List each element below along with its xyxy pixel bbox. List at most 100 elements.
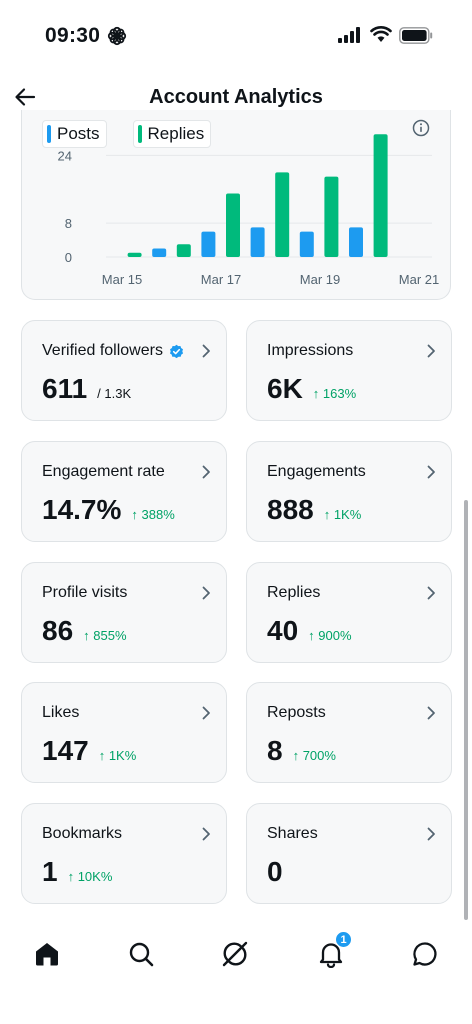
stat-card-label: Replies [267,584,321,601]
stat-card-total: / 1.3K [97,386,132,401]
status-time: 09:30 [45,24,101,47]
stat-card-label: Engagements [267,463,366,480]
back-button[interactable] [10,82,40,112]
search-icon [129,942,154,967]
y-tick-label: 24 [58,148,72,163]
app-header: Account Analytics [0,72,472,124]
verified-badge-icon [169,344,184,358]
stat-card-shares[interactable]: Shares 0 [246,803,452,904]
stat-card-value: 147 [42,735,89,766]
stat-card-value-row: 0 [267,856,283,888]
legend-item-posts[interactable]: Posts [42,120,107,148]
cellular-signal-icon [338,27,360,43]
chart-bar-replies [373,134,388,257]
legend-swatch-replies [137,125,142,143]
stat-card-label: Shares [267,825,318,842]
chart-legend: Posts Replies [42,120,212,148]
chevron-right-icon [202,586,210,600]
notification-badge: 1 [335,931,352,948]
stat-card-change: ↑ 1K% [98,748,137,763]
bottom-nav: 1 [0,925,472,985]
chart-bar-replies [176,244,191,257]
legend-label-posts: Posts [57,124,100,143]
stat-card-replies[interactable]: Replies 40 ↑ 900% [246,562,452,663]
stat-card-likes[interactable]: Likes 147 ↑ 1K% [21,682,227,783]
stat-card-reposts[interactable]: Reposts 8 ↑ 700% [246,682,452,783]
stat-card-label: Impressions [267,342,354,359]
stat-card-label: Bookmarks [42,825,123,842]
chevron-right-icon [202,706,210,720]
x-tick-label: Mar 15 [102,272,142,287]
legend-label-replies: Replies [147,124,205,143]
stat-card-engagements[interactable]: Engagements 888 ↑ 1K% [246,441,452,542]
stat-card-label: Reposts [267,704,326,721]
flower-icon [107,26,127,46]
stat-card-impressions[interactable]: Impressions 6K ↑ 163% [246,320,452,421]
stat-card-engagement-rate[interactable]: Engagement rate 14.7% ↑ 388% [21,441,227,542]
legend-swatch-posts [47,125,51,143]
legend-item-replies[interactable]: Replies [132,120,212,148]
stat-card-value-row: 86 ↑ 855% [42,615,127,647]
stat-card-bookmarks[interactable]: Bookmarks 1 ↑ 10K% [21,803,227,904]
stat-card-value-row: 611 / 1.3K [42,373,131,405]
status-bar: 09:30 [0,0,472,70]
chevron-right-icon [427,586,435,600]
chart-bar-replies [275,172,290,257]
info-icon[interactable] [412,119,430,137]
stat-card-value: 6K [267,373,303,404]
stat-card-label: Verified followers [42,342,184,360]
stat-card-label: Engagement rate [42,463,165,480]
battery-icon [399,27,433,44]
stat-card-value: 40 [267,615,299,646]
chevron-right-icon [427,827,435,841]
x-tick-label: Mar 21 [399,272,439,287]
nav-home[interactable] [30,937,64,971]
chart-bar-posts [250,227,265,257]
stat-card-value-row: 6K ↑ 163% [267,373,356,405]
chevron-right-icon [427,344,435,358]
stat-card-value-row: 40 ↑ 900% [267,615,352,647]
page-title: Account Analytics [149,86,323,108]
chevron-right-icon [202,344,210,358]
x-tick-label: Mar 19 [300,272,340,287]
activity-chart-card: Posts Replies 0 8 24 Mar 15 Mar 17 Mar 19 Mar … [21,110,451,300]
y-tick-label: 0 [65,250,72,265]
stat-card-label: Profile visits [42,584,128,601]
stat-card-label: Likes [42,704,80,721]
stat-card-value-row: 147 ↑ 1K% [42,735,136,767]
nav-search[interactable] [124,937,158,971]
chevron-right-icon [202,827,210,841]
stat-card-value: 0 [267,856,283,887]
chart-bar-posts [299,231,314,257]
chart-bar-posts [152,248,167,257]
stat-card-value: 14.7% [42,494,122,525]
messages-icon [413,942,437,966]
stat-card-change: ↑ 700% [292,748,336,763]
home-icon [36,943,58,966]
chevron-right-icon [202,465,210,479]
y-tick-label: 8 [65,216,72,231]
stat-card-profile-visits[interactable]: Profile visits 86 ↑ 855% [21,562,227,663]
stat-card-value-row: 14.7% ↑ 388% [42,494,175,526]
stat-card-value-row: 888 ↑ 1K% [267,494,361,526]
chart-bar-replies [127,252,142,257]
chevron-right-icon [427,465,435,479]
nav-notifications[interactable]: 1 [314,931,352,971]
stat-card-value: 8 [267,735,283,766]
nav-messages[interactable] [408,937,442,971]
chart-bar-posts [349,227,363,257]
stat-card-value: 1 [42,856,58,887]
bar-chart: 0 8 24 Mar 15 Mar 17 Mar 19 Mar 21 [58,134,439,287]
x-tick-label: Mar 17 [201,272,241,287]
stat-card-verified-followers[interactable]: Verified followers 611 / 1.3K [21,320,227,421]
chart-bar-replies [226,193,240,257]
stat-card-change: ↑ 1K% [323,507,362,522]
stat-card-change: ↑ 388% [131,507,175,522]
chart-bar-posts [201,231,216,257]
scrollbar[interactable] [464,500,468,920]
nav-grok[interactable] [218,937,252,971]
notifications-icon [319,943,343,968]
wifi-icon [370,26,392,42]
stat-card-change: ↑ 163% [312,386,357,401]
stat-card-value: 611 [42,373,88,404]
